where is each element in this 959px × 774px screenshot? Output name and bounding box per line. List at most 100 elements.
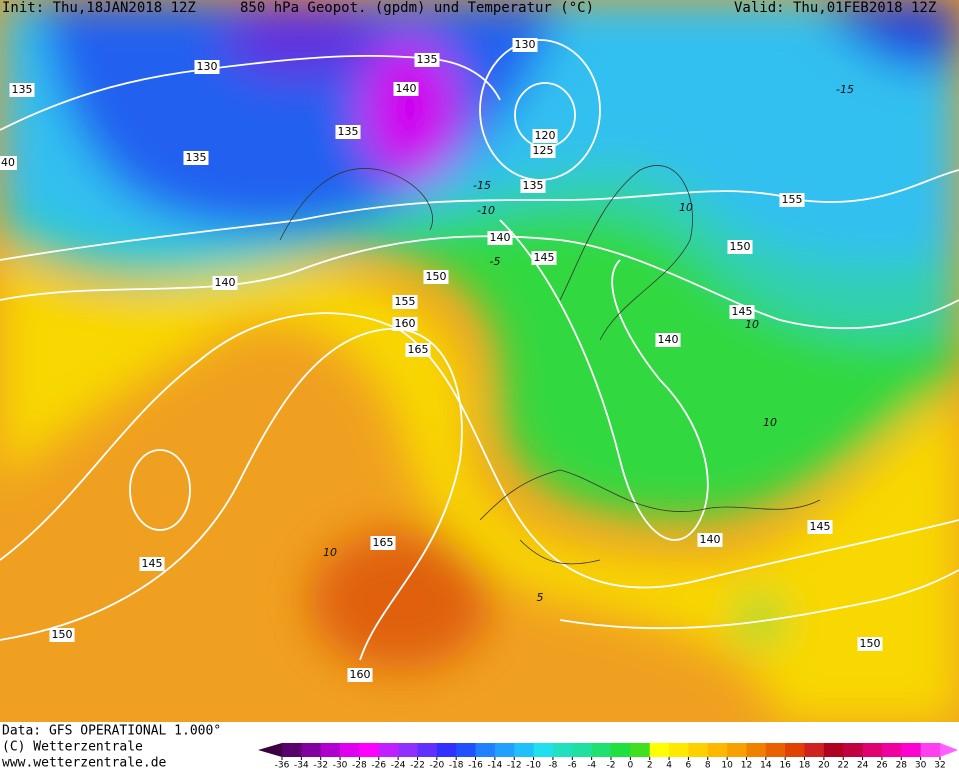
colorbar-label: 14 — [760, 761, 772, 771]
colorbar-segment — [901, 743, 922, 757]
colorbar-segment — [591, 743, 612, 757]
colorbar-label: 0 — [627, 761, 633, 771]
colorbar-label: -24 — [391, 761, 406, 771]
colorbar-label: -16 — [468, 761, 483, 771]
label-box — [414, 53, 440, 67]
temperature-label: -15 — [473, 179, 491, 192]
colorbar-label: -2 — [607, 761, 616, 771]
geopotential-label: 140 — [700, 533, 721, 546]
colorbar-segment — [746, 743, 767, 757]
colorbar-segment — [398, 743, 418, 757]
colorbar-segment — [301, 743, 322, 757]
colorbar-label: -32 — [313, 761, 328, 771]
colorbar-label: -28 — [352, 761, 367, 771]
colorbar-segment — [494, 743, 515, 757]
geopotential-label: 140 — [396, 82, 417, 95]
colorbar-segment — [669, 743, 689, 757]
geopotential-label: 150 — [730, 240, 751, 253]
temperature-label: -10 — [477, 204, 495, 217]
colorbar-label: 20 — [818, 761, 830, 771]
colorbar-label: 16 — [779, 761, 791, 771]
label-box — [335, 125, 361, 139]
colorbar-segment — [320, 743, 341, 757]
geopotential-label: 165 — [373, 536, 394, 549]
label-box — [697, 533, 723, 547]
geopotential-label: 145 — [534, 251, 555, 264]
label-box — [392, 317, 418, 331]
colorbar-label: 30 — [915, 761, 927, 771]
map — [0, 0, 959, 722]
temperature-label: 10 — [745, 318, 759, 331]
label-box — [520, 179, 546, 193]
geopotential-label: 145 — [732, 305, 753, 318]
colorbar-label: 24 — [857, 761, 869, 771]
label-box — [857, 637, 883, 651]
coastlines — [279, 165, 821, 565]
colorbar-segment — [378, 743, 399, 757]
colorbar-segment — [611, 743, 631, 757]
label-box — [49, 628, 75, 642]
geopotential-label: 40 — [1, 156, 15, 169]
geopotential-label: 135 — [186, 151, 207, 164]
label-box — [512, 38, 538, 52]
geopotential-label: 120 — [535, 129, 556, 142]
colorbar-segment — [823, 743, 844, 757]
website: www.wetterzentrale.de — [2, 756, 167, 771]
init-time: Init: Thu,18JAN2018 12Z — [2, 0, 196, 16]
label-box — [727, 240, 753, 254]
colorbar-label: 32 — [934, 761, 945, 771]
label-box — [405, 343, 431, 357]
geopotential-label: 145 — [810, 520, 831, 533]
label-box — [392, 295, 418, 309]
temperature-label: -15 — [836, 83, 854, 96]
colorbar-label: -14 — [488, 761, 503, 771]
colorbar-segment — [688, 743, 709, 757]
label-box — [532, 129, 558, 143]
colorbar-segment — [649, 743, 670, 757]
colorbar-segment — [881, 743, 902, 757]
label-box — [370, 536, 396, 550]
valid-time: Valid: Thu,01FEB2018 12Z — [734, 0, 936, 16]
colorbar-segment — [514, 743, 535, 757]
colorbar-label: -18 — [449, 761, 464, 771]
colorbar-label: -10 — [526, 761, 541, 771]
colorbar-segment — [456, 743, 477, 757]
colorbar-segment — [572, 743, 593, 757]
colorbar-label: 28 — [896, 761, 908, 771]
label-box — [393, 82, 419, 96]
colorbar-label: 4 — [666, 761, 672, 771]
geopotential-label: 135 — [523, 179, 544, 192]
colorbar-segment — [920, 743, 941, 757]
colorbar-label: -4 — [587, 761, 596, 771]
label-box — [729, 305, 755, 319]
colorbar-label: 2 — [647, 761, 653, 771]
colorbar-label: -26 — [371, 761, 386, 771]
temperature-label: 10 — [763, 416, 777, 429]
label-box — [779, 193, 805, 207]
geopotential-label: 155 — [782, 193, 803, 206]
label-box — [423, 270, 449, 284]
colorbar-end — [940, 743, 958, 757]
colorbar-segment — [862, 743, 883, 757]
colorbar-segment — [843, 743, 864, 757]
geopotential-contours — [0, 39, 959, 661]
label-box — [183, 151, 209, 165]
colorbar-segment — [533, 743, 554, 757]
map-title: 850 hPa Geopot. (gpdm) und Temperatur (°… — [240, 0, 594, 16]
colorbar-segment — [785, 743, 806, 757]
geopotential-label: 135 — [417, 53, 438, 66]
colorbar-segment — [804, 743, 825, 757]
geopotential-label: 150 — [52, 628, 73, 641]
colorbar-segment — [727, 743, 747, 757]
label-box — [212, 276, 238, 290]
label-box — [139, 557, 165, 571]
geopotential-label: 150 — [426, 270, 447, 283]
colorbar-label: -34 — [294, 761, 309, 771]
label-box — [0, 156, 17, 170]
colorbar-label: 26 — [876, 761, 888, 771]
colorbar-label: 10 — [721, 761, 733, 771]
geopotential-label: 125 — [533, 144, 554, 157]
geopotential-label: 150 — [860, 637, 881, 650]
label-box — [347, 668, 373, 682]
